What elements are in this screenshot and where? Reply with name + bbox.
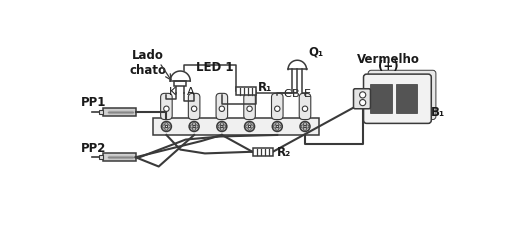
Circle shape bbox=[249, 125, 251, 128]
Circle shape bbox=[300, 121, 310, 131]
Text: K: K bbox=[169, 87, 176, 97]
Circle shape bbox=[244, 121, 255, 131]
Text: Vermelho: Vermelho bbox=[357, 53, 420, 66]
Bar bbox=[174, 81, 186, 86]
Circle shape bbox=[272, 121, 282, 131]
Bar bbox=[99, 110, 103, 114]
Polygon shape bbox=[288, 60, 307, 70]
Text: PP2: PP2 bbox=[81, 141, 106, 155]
FancyBboxPatch shape bbox=[161, 93, 172, 120]
Text: A: A bbox=[187, 87, 194, 97]
Circle shape bbox=[303, 123, 307, 126]
Circle shape bbox=[278, 125, 281, 128]
Bar bbox=[253, 148, 272, 156]
Circle shape bbox=[360, 92, 366, 98]
FancyBboxPatch shape bbox=[216, 93, 228, 120]
Circle shape bbox=[167, 125, 170, 128]
Circle shape bbox=[193, 125, 195, 128]
Text: (+): (+) bbox=[378, 60, 398, 73]
Circle shape bbox=[220, 125, 223, 128]
Circle shape bbox=[247, 106, 252, 111]
Circle shape bbox=[218, 125, 221, 128]
Circle shape bbox=[248, 123, 251, 126]
Text: Q₁: Q₁ bbox=[309, 46, 324, 59]
Circle shape bbox=[161, 121, 172, 131]
Circle shape bbox=[220, 123, 224, 126]
Circle shape bbox=[192, 123, 196, 126]
Text: LED 1: LED 1 bbox=[197, 61, 234, 75]
Polygon shape bbox=[170, 71, 190, 81]
Circle shape bbox=[195, 125, 198, 128]
Circle shape bbox=[165, 127, 168, 130]
FancyBboxPatch shape bbox=[271, 93, 283, 120]
Circle shape bbox=[304, 125, 306, 128]
FancyBboxPatch shape bbox=[354, 89, 370, 109]
Circle shape bbox=[276, 125, 278, 128]
Text: R₂: R₂ bbox=[277, 146, 291, 159]
Bar bbox=[103, 108, 136, 116]
Circle shape bbox=[164, 106, 169, 111]
Circle shape bbox=[248, 127, 251, 130]
FancyBboxPatch shape bbox=[188, 93, 200, 120]
Circle shape bbox=[302, 106, 308, 111]
Circle shape bbox=[219, 106, 225, 111]
Circle shape bbox=[306, 125, 309, 128]
Text: E: E bbox=[304, 89, 310, 99]
FancyBboxPatch shape bbox=[368, 70, 436, 120]
Circle shape bbox=[163, 125, 166, 128]
Circle shape bbox=[276, 123, 279, 126]
Circle shape bbox=[192, 127, 196, 130]
Circle shape bbox=[165, 125, 167, 128]
Bar bbox=[152, 118, 319, 135]
Text: B₁: B₁ bbox=[431, 106, 445, 119]
Bar bbox=[370, 84, 392, 113]
Circle shape bbox=[190, 125, 193, 128]
Bar bbox=[103, 153, 136, 161]
Bar bbox=[396, 84, 418, 113]
Circle shape bbox=[301, 125, 304, 128]
FancyBboxPatch shape bbox=[244, 93, 255, 120]
Circle shape bbox=[360, 99, 366, 106]
Circle shape bbox=[191, 106, 197, 111]
Circle shape bbox=[275, 106, 280, 111]
Bar bbox=[236, 87, 256, 95]
Circle shape bbox=[220, 127, 224, 130]
Circle shape bbox=[303, 127, 307, 130]
Text: B: B bbox=[292, 89, 300, 99]
Circle shape bbox=[223, 125, 226, 128]
Text: C: C bbox=[284, 89, 292, 99]
Text: PP1: PP1 bbox=[81, 96, 106, 109]
Text: R₁: R₁ bbox=[258, 81, 272, 94]
Circle shape bbox=[276, 127, 279, 130]
FancyBboxPatch shape bbox=[299, 93, 311, 120]
FancyBboxPatch shape bbox=[363, 74, 431, 123]
Circle shape bbox=[189, 121, 199, 131]
Circle shape bbox=[246, 125, 249, 128]
Circle shape bbox=[217, 121, 227, 131]
Circle shape bbox=[274, 125, 277, 128]
Circle shape bbox=[165, 123, 168, 126]
Circle shape bbox=[250, 125, 253, 128]
Text: Lado
chato: Lado chato bbox=[129, 49, 166, 76]
Bar bbox=[99, 155, 103, 159]
